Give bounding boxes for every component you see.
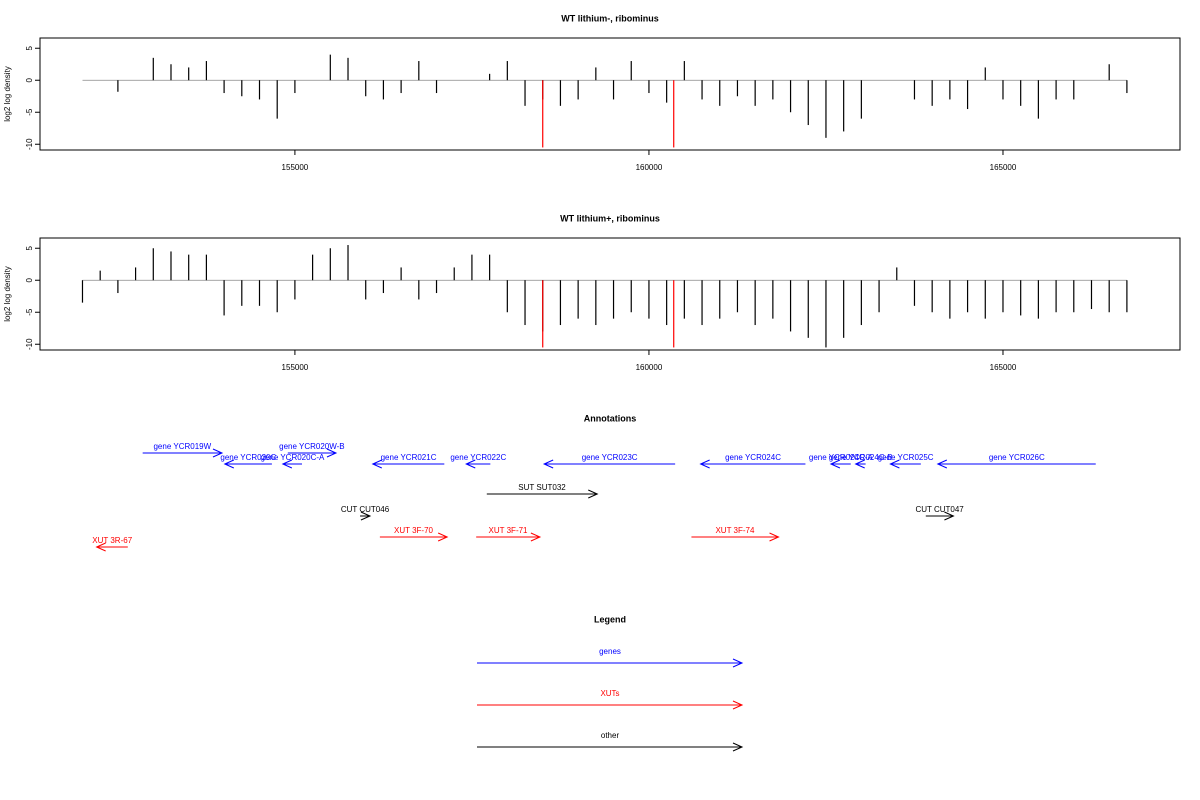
annotation-label: gene YCR020C-A: [260, 453, 325, 462]
annotation-arrow-head: [530, 532, 542, 542]
annotation-label: SUT SUT032: [518, 483, 566, 492]
annotation-label: gene YCR020W-B: [279, 442, 345, 451]
annotation-label: gene YCR024C-A: [809, 453, 874, 462]
annotation-arrow-head: [360, 511, 372, 521]
annotation-label: gene YCR024C-B: [829, 453, 893, 462]
legend-label: genes: [599, 647, 621, 656]
annotation-arrow-head: [212, 448, 224, 458]
annotation-arrow-head: [542, 459, 554, 469]
y-axis-label: log2 log density: [3, 266, 12, 322]
y-axis-label: log2 log density: [3, 66, 12, 122]
annotation-arrow-head: [326, 448, 338, 458]
legend-label: XUTs: [600, 689, 619, 698]
annotation-label: CUT CUT047: [915, 505, 964, 514]
legend-title: Legend: [594, 614, 626, 624]
y-tick-label: 0: [25, 277, 34, 282]
annotation-arrow-head: [699, 459, 710, 469]
x-tick-label: 155000: [282, 163, 309, 172]
annotation-label: XUT 3F-74: [715, 526, 755, 535]
y-tick-label: -10: [25, 338, 34, 350]
plot-frame: [39, 37, 1181, 151]
annotation-arrow-head: [437, 532, 449, 542]
annotation-arrow-head: [465, 459, 476, 469]
y-tick-label: 5: [25, 45, 34, 50]
annotation-arrow-head: [588, 489, 599, 499]
y-tick-label: -5: [25, 308, 34, 316]
legend-label: other: [601, 731, 620, 740]
y-tick-label: 5: [25, 245, 34, 250]
x-tick-label: 155000: [282, 363, 309, 372]
annotation-label: gene YCR019W: [153, 442, 211, 451]
annotation-arrow-head: [281, 459, 293, 469]
legend-arrow-head: [732, 700, 744, 710]
legend-arrow-head: [732, 658, 744, 668]
x-tick-label: 160000: [636, 163, 663, 172]
annotations-title: Annotations: [584, 413, 637, 423]
annotation-label: XUT 3R-67: [92, 536, 132, 545]
annotation-label: CUT CUT046: [341, 505, 390, 514]
annotation-label: gene YCR022C: [450, 453, 506, 462]
x-tick-label: 165000: [990, 363, 1017, 372]
plot-frame: [39, 237, 1181, 351]
annotation-label: gene YCR026C: [989, 453, 1045, 462]
annotation-arrow-head: [371, 459, 382, 469]
chart-title: WT lithium-, ribominus: [561, 13, 659, 23]
chart-title: WT lithium+, ribominus: [560, 213, 660, 223]
annotation-arrow-head: [829, 459, 841, 469]
annotation-label: XUT 3F-71: [489, 526, 529, 535]
annotation-arrow-head: [854, 459, 865, 469]
y-tick-label: -10: [25, 138, 34, 150]
legend-arrow-head: [732, 742, 744, 752]
annotation-arrow-head: [223, 459, 235, 469]
annotation-label: gene YCR021C: [381, 453, 437, 462]
annotation-arrow-head: [936, 459, 948, 469]
annotation-arrow-head: [95, 542, 106, 552]
annotation-arrow-head: [944, 511, 955, 521]
x-tick-label: 165000: [990, 163, 1017, 172]
y-tick-label: -5: [25, 108, 34, 116]
annotation-arrow-head: [769, 532, 780, 542]
annotation-label: gene YCR020C: [220, 453, 276, 462]
annotation-label: XUT 3F-70: [394, 526, 434, 535]
y-tick-label: 0: [25, 77, 34, 82]
annotation-label: gene YCR023C: [582, 453, 638, 462]
annotation-label: gene YCR024C: [725, 453, 781, 462]
x-tick-label: 160000: [636, 363, 663, 372]
annotation-label: gene YCR025C: [878, 453, 934, 462]
annotation-arrow-head: [889, 459, 900, 469]
